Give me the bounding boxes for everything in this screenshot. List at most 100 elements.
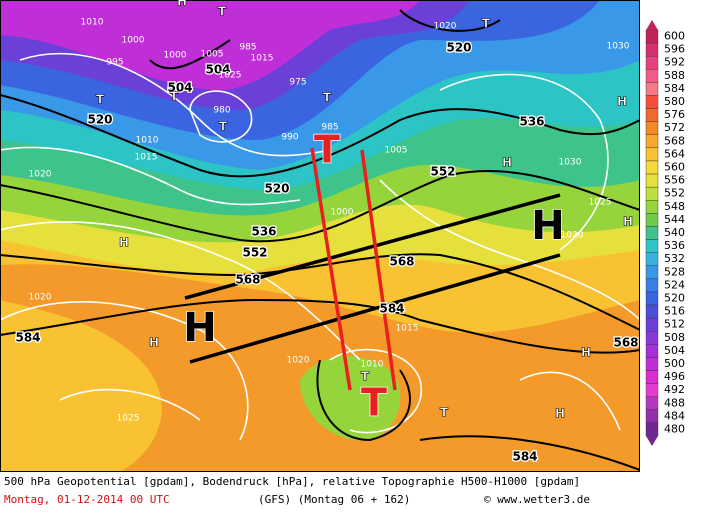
legend-arrow-top [646, 20, 658, 30]
legend-label: 568 [664, 134, 685, 147]
legend-swatch [645, 370, 659, 384]
legend-swatch [645, 304, 659, 319]
pressure-label: 975 [289, 78, 306, 88]
legend-label: 508 [664, 331, 685, 344]
legend-swatch [645, 265, 659, 280]
legend-label: 600 [664, 30, 685, 43]
geopotential-label: 520 [446, 41, 471, 55]
pressure-label: 1025 [117, 414, 140, 424]
legend-label: 572 [664, 121, 685, 134]
legend-swatch [645, 344, 659, 358]
legend-swatch [645, 29, 659, 44]
legend-label: 564 [664, 147, 685, 160]
low: T [96, 93, 105, 107]
pressure-label: 985 [239, 43, 256, 53]
legend-label: 496 [664, 370, 685, 383]
high: H [502, 156, 512, 170]
legend-swatch [645, 108, 659, 122]
legend-label: 580 [664, 95, 685, 108]
legend-swatch [645, 239, 659, 253]
legend-label: 596 [664, 43, 685, 56]
legend-swatch [645, 42, 659, 57]
geopotential-label: 568 [389, 255, 414, 269]
ridge-lines [184, 193, 561, 364]
footer-model: (GFS) (Montag 06 + 162) [258, 493, 410, 506]
legend-label: 576 [664, 108, 685, 121]
geopotential-label: 504 [205, 63, 230, 77]
legend-swatch [645, 317, 659, 332]
geopotential-label: 520 [264, 182, 289, 196]
legend-label: 512 [664, 318, 685, 331]
pressure-label: 1020 [287, 356, 310, 366]
legend-swatch [645, 357, 659, 371]
pressure-label: 1005 [385, 146, 408, 156]
legend-swatch [645, 213, 659, 227]
legend-swatch [645, 173, 659, 188]
legend-label: 536 [664, 239, 685, 252]
legend-label: 532 [664, 252, 685, 265]
pressure-label: 1030 [559, 158, 582, 168]
pressure-label: 1015 [135, 153, 158, 163]
pressure-label: 1000 [164, 51, 187, 61]
legend-swatch [645, 186, 659, 201]
pressure-label: 1020 [29, 293, 52, 303]
legend: 6005965925885845805765725685645605565525… [645, 20, 685, 446]
pressure-label: 1010 [136, 136, 159, 146]
geopotential-label: 504 [167, 81, 192, 95]
geopotential-label: 520 [87, 113, 112, 127]
legend-swatch [645, 278, 659, 293]
high: H [119, 236, 129, 250]
high: H [581, 346, 591, 360]
legend-label: 592 [664, 56, 685, 69]
pressure-label: 995 [106, 58, 123, 68]
pressure-label: 1010 [81, 18, 104, 28]
legend-label: 528 [664, 265, 685, 278]
pressure-label: 1000 [122, 36, 145, 46]
pressure-label: 1010 [361, 360, 384, 370]
legend-swatch [645, 55, 659, 70]
pressure-label: 990 [281, 133, 298, 143]
legend-swatch [645, 121, 659, 135]
low: T [219, 120, 228, 134]
geopotential-label: 568 [613, 336, 638, 350]
pressure-label: 1025 [589, 198, 612, 208]
legend-swatch [645, 95, 659, 109]
map-field [0, 0, 640, 472]
pressure-label: 1030 [607, 42, 630, 52]
geopotential-label: 584 [512, 450, 537, 464]
legend-label: 556 [664, 174, 685, 187]
pressure-label: 1005 [201, 50, 224, 60]
pressure-label: 1020 [29, 170, 52, 180]
high: H [177, 0, 187, 9]
geopotential-label: 584 [379, 302, 404, 316]
legend-swatch [645, 383, 659, 397]
legend-swatch [645, 396, 659, 411]
big-low: T [361, 381, 387, 425]
pressure-label: 1015 [396, 324, 419, 334]
footer-date: Montag, 01-12-2014 00 UTC [4, 493, 170, 506]
geopotential-label: 536 [519, 115, 544, 129]
pressure-label: 1000 [331, 208, 354, 218]
big-low: T [314, 128, 340, 172]
big-high: H [183, 305, 216, 351]
high: H [617, 95, 627, 109]
legend-label: 488 [664, 396, 685, 409]
geopotential-lines [0, 9, 640, 471]
pressure-label: 1015 [251, 54, 274, 64]
legend-swatch [645, 331, 659, 345]
pressure-label: 1025 [219, 71, 242, 81]
legend-label: 552 [664, 187, 685, 200]
low: T [218, 5, 227, 19]
geopotential-label: 552 [242, 246, 267, 260]
footer-bg [0, 472, 704, 513]
legend-swatch [645, 291, 659, 306]
low: T [170, 90, 179, 104]
pressure-label: 1020 [434, 22, 457, 32]
legend-label: 560 [664, 161, 685, 174]
legend-swatch [645, 160, 659, 175]
pressure-label: 1020 [561, 231, 584, 241]
geopotential-label: 584 [15, 331, 40, 345]
legend-label: 516 [664, 305, 685, 318]
legend-swatch [645, 409, 659, 424]
low: T [323, 91, 332, 105]
